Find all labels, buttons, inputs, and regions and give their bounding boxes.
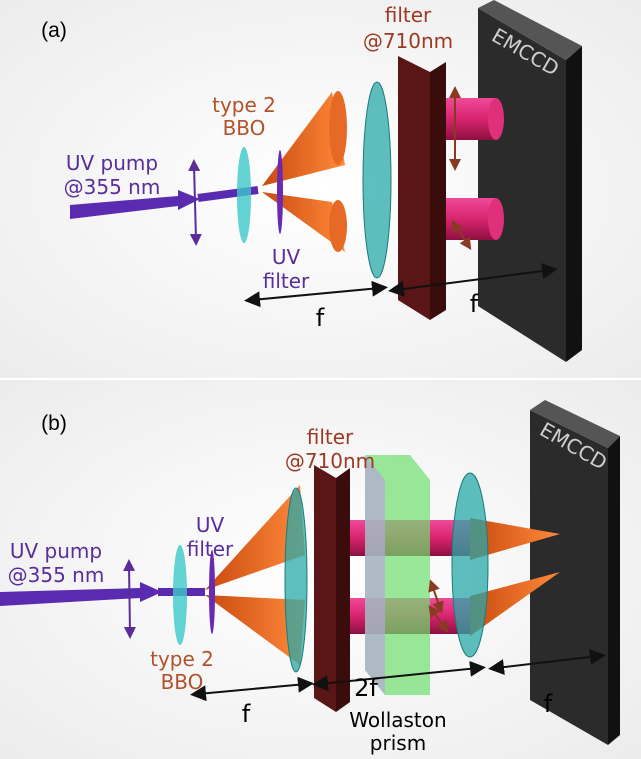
lens	[363, 82, 391, 278]
bbo-crystal	[237, 147, 251, 243]
panel-label: (a)	[41, 19, 67, 42]
prism-label: Wollaston	[349, 708, 446, 732]
camera-side	[608, 436, 620, 745]
uv-filter-label: filter	[263, 269, 310, 293]
prism-purple	[365, 455, 385, 695]
prism-label: prism	[370, 731, 426, 755]
pump-label: @355 nm	[8, 563, 105, 587]
distance-label: f	[316, 304, 325, 332]
crystal-label: BBO	[223, 116, 266, 140]
uv-filter-label: UV	[196, 513, 225, 537]
filter-front	[398, 56, 430, 320]
lens	[452, 473, 488, 657]
camera-side	[566, 46, 582, 362]
pump-label: UV pump	[10, 539, 102, 563]
filter-front	[314, 465, 336, 712]
uv-filter	[277, 150, 283, 234]
bbo-crystal	[173, 545, 187, 645]
crystal-label: type 2	[150, 647, 214, 671]
pump-label: UV pump	[66, 151, 158, 175]
polarization	[129, 565, 130, 633]
filter-label: filter	[385, 3, 432, 27]
crystal-label: type 2	[212, 93, 276, 117]
crystal-label: BBO	[161, 670, 204, 694]
filter-label: @710nm	[285, 449, 375, 473]
pump-label: @355 nm	[64, 175, 161, 199]
filter-label: filter	[307, 425, 354, 449]
uv-filter	[209, 550, 215, 634]
distance-label: 2f	[354, 674, 378, 702]
panel-b: EMCCD (b)	[0, 380, 641, 759]
filter-side	[430, 62, 446, 320]
distance-label: f	[242, 700, 251, 728]
distance-label: f	[544, 690, 553, 718]
diagram: EMCCD (a) filter	[0, 0, 641, 759]
distance-label: f	[470, 290, 479, 318]
filter-side	[336, 468, 350, 712]
panel-a: EMCCD (a) filter	[0, 0, 641, 378]
filter-label: @710nm	[363, 29, 453, 53]
uv-filter-label: UV	[272, 245, 301, 269]
uv-filter-label: filter	[187, 537, 234, 561]
lens	[285, 488, 307, 672]
panel-label: (b)	[41, 412, 67, 435]
